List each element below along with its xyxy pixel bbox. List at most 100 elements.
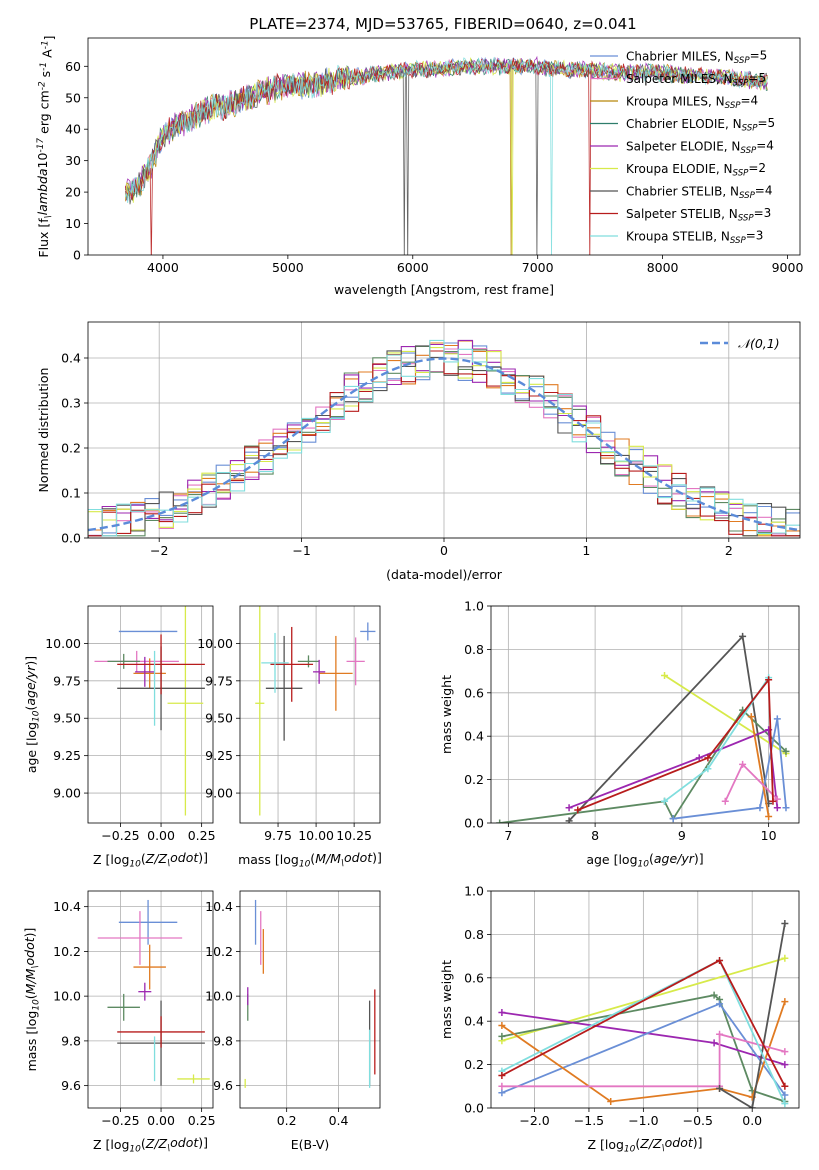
y-tick-label: 0.4: [61, 351, 81, 366]
legend-label: Salpeter MILES, NSSP​=5: [626, 71, 766, 89]
massweight-marker-4: [669, 815, 677, 823]
x-tick-label: 4000: [147, 260, 179, 275]
text-span: age/yr: [654, 851, 695, 866]
text-span: Z/Z: [145, 851, 168, 866]
massweight-marker-6: [716, 1084, 724, 1092]
massweight-marker-8: [716, 956, 724, 964]
text-span: 10: [32, 710, 42, 722]
y-tick-label: 1.0: [464, 884, 484, 899]
text-span: Flux [f: [36, 218, 51, 258]
x-tick-label: 2: [725, 543, 733, 558]
y-tick-label: 0.3: [61, 396, 81, 411]
text-span: SSP: [725, 101, 742, 111]
text-span: )]: [693, 1135, 703, 1150]
y-tick-label: 60: [65, 59, 81, 74]
y-tick-label: 10.00: [197, 636, 233, 651]
y-axis-label: mass [log10​(M/M\​odot)]: [22, 928, 42, 1072]
x-axis-label: mass [log10​(M/M\​odot)]: [238, 850, 382, 870]
y-tick-label: 0.0: [464, 1101, 484, 1116]
y-tick-label: 9.25: [53, 748, 81, 763]
massweight-marker-0: [781, 954, 789, 962]
massweight-marker-1: [739, 632, 747, 640]
text-span: =5: [750, 48, 768, 62]
text-span: 10: [35, 153, 50, 169]
y-tick-label: 0.6: [464, 685, 484, 700]
text-span: Salpeter ELODIE, N: [626, 140, 740, 154]
plot-area-mass_vs_Z: [97, 899, 210, 1086]
x-tick-label: −1.0: [628, 1113, 658, 1128]
text-span: 10: [129, 1145, 141, 1155]
massweight-marker-4: [782, 804, 790, 812]
massweight-marker-8: [574, 806, 582, 814]
y-tick-label: 0.2: [61, 441, 81, 456]
text-span: =5: [748, 71, 766, 85]
y-tick-label: 9.50: [53, 711, 81, 726]
massweight-line-5: [750, 716, 770, 817]
text-span: age [log: [586, 852, 637, 867]
axes-frame: [490, 890, 800, 1109]
y-axis-label: mass weight: [439, 960, 454, 1039]
text-span: Kroupa STELIB, N: [626, 230, 730, 244]
text-span: M/M: [23, 968, 38, 994]
y-tick-label: 0.1: [61, 486, 81, 501]
text-span: mass [log: [238, 852, 299, 867]
y-axis-label: age [log10​(age/yr)]: [23, 656, 42, 773]
massweight-marker-8: [765, 676, 773, 684]
massweight-marker-2: [498, 1009, 506, 1017]
text-span: Kroupa MILES, N: [626, 95, 725, 109]
text-span: (: [141, 851, 146, 866]
y-tick-label: 0.6: [464, 970, 484, 985]
y-tick-label: 20: [65, 185, 81, 200]
text-span: SSP: [734, 56, 751, 66]
massweight-marker-1: [710, 991, 718, 999]
axes-frame: [87, 37, 801, 256]
plot-area-mass_vs_ebv: [244, 899, 376, 1088]
x-tick-label: 10.25: [336, 828, 372, 843]
text-span: )]: [198, 850, 208, 865]
text-span: lambda: [35, 168, 50, 215]
axes-frame: [239, 605, 381, 824]
text-span: SSP: [738, 214, 755, 224]
x-tick-label: 0: [440, 543, 448, 558]
legend-label: Chabrier MILES, NSSP​=5: [626, 48, 767, 66]
massweight-marker-4: [773, 715, 781, 723]
y-tick-label: 0.8: [464, 927, 484, 942]
text-span: odot: [344, 850, 373, 865]
x-tick-label: −0.25: [101, 828, 139, 843]
y-tick-label: 0.2: [464, 1057, 484, 1072]
massweight-marker-2: [781, 1061, 789, 1069]
x-tick-label: 7: [504, 828, 512, 843]
massweight-marker-3: [781, 1091, 789, 1099]
x-tick-label: 9000: [772, 260, 804, 275]
y-tick-label: 50: [65, 90, 81, 105]
massweight-marker-1: [565, 817, 573, 823]
text-span: \: [44, 215, 54, 218]
x-tick-label: 0.25: [188, 1113, 216, 1128]
text-span: -17: [36, 138, 46, 153]
text-span: 10: [299, 860, 311, 870]
y-tick-label: 10.00: [45, 636, 81, 651]
axes-frame: [87, 890, 214, 1109]
text-span: )]: [198, 1135, 208, 1150]
massweight-marker-2: [782, 747, 790, 755]
massweight-marker-6: [739, 760, 747, 768]
massweight-marker-5: [498, 1082, 506, 1090]
y-tick-label: 9.8: [61, 1033, 81, 1048]
x-tick-label: −1.5: [574, 1113, 604, 1128]
x-tick-label: 8000: [647, 260, 679, 275]
y-tick-label: 10: [65, 216, 81, 231]
massweight-line-8: [577, 677, 774, 811]
x-tick-label: 0.4: [329, 1113, 349, 1128]
x-tick-label: 0.00: [147, 828, 175, 843]
text-span: Z [log: [93, 1137, 129, 1152]
plot-area-residuals: [88, 339, 800, 538]
y-tick-label: 0.0: [61, 531, 81, 546]
x-axis-label: (data-model)/error: [386, 567, 503, 582]
y-tick-label: 10.0: [205, 989, 233, 1004]
x-tick-label: 0.2: [277, 1113, 297, 1128]
x-tick-label: −2: [150, 543, 168, 558]
text-span: \: [167, 1144, 170, 1154]
x-tick-label: 0.25: [188, 828, 216, 843]
massweight-marker-6: [773, 795, 781, 803]
massweight-marker-8: [498, 1071, 506, 1079]
